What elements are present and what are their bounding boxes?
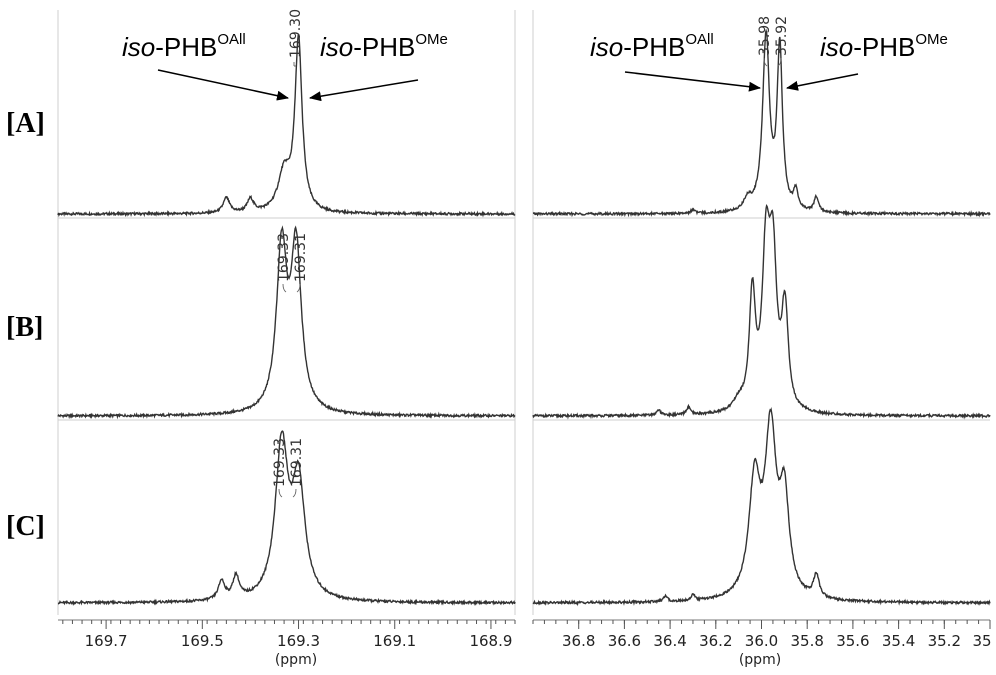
x-tick-label: 35 [972,632,991,650]
peak-label-left-c-1: 169.33 [272,438,288,487]
peak-brackets-right-a [763,57,782,67]
annotation-left-allyl-base: -PHB [155,32,217,62]
annotation-left-methyl: iso-PHBOMe [320,31,448,62]
arrow-left-allyl [157,69,289,101]
annotation-right-methyl: iso-PHBOMe [820,31,948,62]
peak-label-right-a-2: 35.92 [774,16,790,56]
x-axis-unit-right: (ppm) [739,652,781,668]
spectrum-right-a [532,28,991,218]
x-axis-left: 169.7 169.5 169.3 169.1 168.9 [58,619,516,650]
peak-brackets-left-c [278,488,297,498]
arrow-right-methyl [786,73,859,91]
x-tick-label: 169.1 [373,632,416,650]
spectrum-right-b [532,203,991,420]
annotation-right-allyl: iso-PHBOAll [590,31,714,62]
peak-label-right-a-1: 35.98 [757,16,773,56]
annotation-left-allyl-sup: OAll [217,31,245,48]
annotation-right-allyl-sup: OAll [685,31,713,48]
arrow-right-allyl [624,71,761,92]
x-axis-right: 36.8 36.6 36.4 36.2 36.0 35.8 35.6 35.4 35.2 35 [532,619,992,650]
annotation-right-methyl-base: -PHB [853,32,915,62]
annotation-right-methyl-prefix: iso [820,32,853,62]
x-tick-label: 169.3 [277,632,320,650]
x-tick-label: 36.2 [699,632,732,650]
x-tick-label: 36.0 [745,632,778,650]
panel-frames [57,10,990,615]
spectrum-left-b [57,225,516,420]
annotation-left-allyl: iso-PHBOAll [122,31,246,62]
right-spectra [532,28,991,607]
x-tick-label: 35.8 [790,632,823,650]
x-tick-label: 36.6 [608,632,641,650]
peak-brackets-left-b [282,283,301,293]
row-label-b: [B] [6,312,43,343]
x-tick-label: 36.4 [653,632,686,650]
left-annotations: iso-PHBOAll iso-PHBOMe [122,31,448,102]
peak-label-left-b-1: 169.33 [276,233,292,282]
x-tick-label: 168.9 [469,632,512,650]
spectrum-left-a [57,34,516,218]
peak-label-left-b-2: 169.31 [293,233,309,282]
row-label-c: [C] [6,511,45,542]
peak-bracket-left-a-1 [293,62,296,67]
x-tick-label: 169.7 [85,632,128,650]
x-tick-label: 35.4 [882,632,915,650]
annotation-right-methyl-sup: OMe [915,31,948,48]
annotation-left-methyl-prefix: iso [320,32,353,62]
peak-labels: 169.30 169.33 169.31 169.33 169.31 35.98… [272,9,790,498]
peak-label-left-a-1: 169.30 [288,9,304,58]
annotation-left-allyl-prefix: iso [122,32,155,62]
spectrum-right-c [532,406,991,607]
x-axis-unit-left: (ppm) [275,652,317,668]
right-annotations: iso-PHBOAll iso-PHBOMe [590,31,948,92]
left-spectra [57,34,516,606]
row-label-a: [A] [6,108,45,139]
x-tick-label: 35.6 [836,632,869,650]
arrow-left-methyl [309,79,419,102]
peak-label-left-c-2: 169.31 [289,438,305,487]
annotation-left-methyl-base: -PHB [353,32,415,62]
x-tick-label: 169.5 [181,632,224,650]
spectrum-left-c [57,430,516,606]
annotation-right-allyl-base: -PHB [623,32,685,62]
annotation-right-allyl-prefix: iso [590,32,623,62]
annotation-left-methyl-sup: OMe [415,31,448,48]
x-tick-label: 35.2 [928,632,961,650]
x-tick-label: 36.8 [562,632,595,650]
